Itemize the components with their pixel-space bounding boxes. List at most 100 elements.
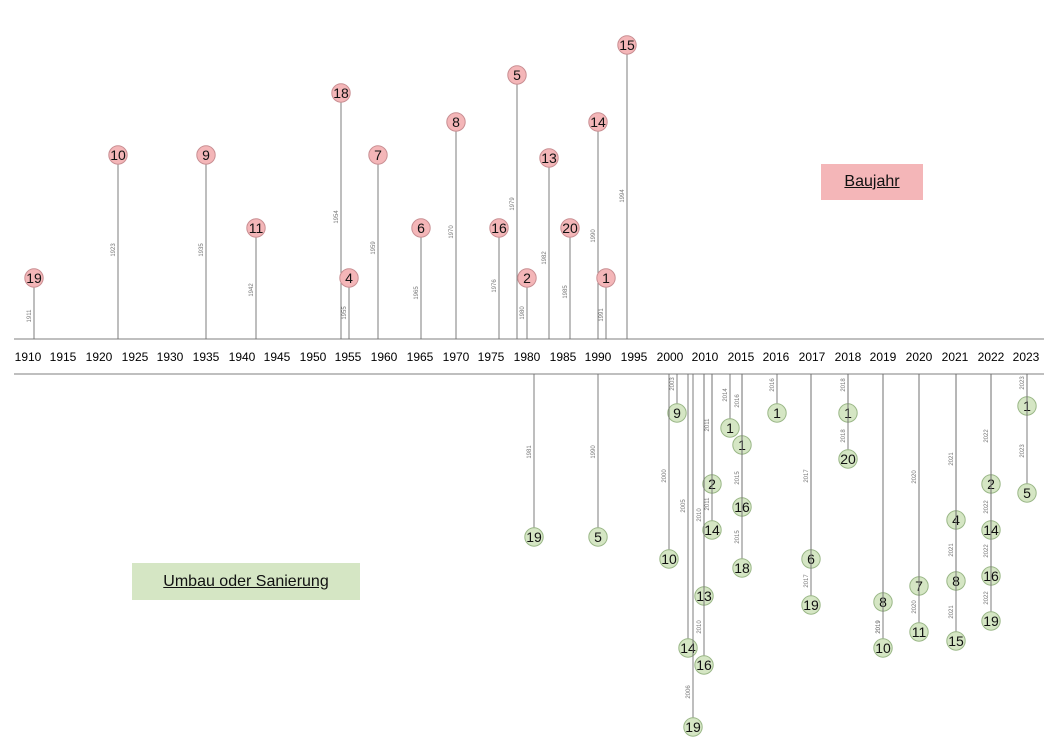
year-label: 1976 — [492, 279, 498, 293]
marker-circle — [946, 631, 966, 651]
year-label: 2011 — [705, 497, 711, 511]
marker-circle — [981, 611, 1001, 631]
marker-number: 18 — [734, 560, 750, 576]
marker-number: 1 — [726, 420, 734, 436]
marker-number: 19 — [26, 270, 42, 286]
marker-number: 9 — [673, 405, 681, 421]
year-label: 1980 — [520, 306, 526, 320]
baujahr-marker: 1982 13 — [539, 148, 559, 339]
baujahr-marker: 1942 11 — [246, 218, 266, 339]
year-label: 2016 — [770, 378, 776, 392]
umbau-marker: 2000 10 — [659, 374, 679, 569]
marker-circle — [694, 655, 714, 675]
marker-circle — [246, 218, 266, 238]
baujahr-marker: 1955 4 — [339, 268, 359, 339]
umbau-marker: 2023 5 — [1017, 374, 1037, 503]
year-label: 2003 — [670, 377, 676, 391]
umbau-marker: 2014 1 — [720, 374, 740, 438]
year-label: 2017 — [804, 574, 810, 588]
umbau-marker: 2021 15 — [946, 374, 966, 651]
year-label: 1990 — [591, 445, 597, 459]
axis-tick-label: 2015 — [728, 350, 755, 364]
marker-circle — [801, 595, 821, 615]
year-label: 1942 — [249, 283, 255, 297]
year-label: 1981 — [527, 445, 533, 459]
axis-tick-label: 1925 — [122, 350, 149, 364]
axis-tick-label: 1995 — [621, 350, 648, 364]
year-label: 2022 — [984, 429, 990, 443]
year-label: 2022 — [984, 500, 990, 514]
axis-tick-label: 2023 — [1013, 350, 1040, 364]
year-label: 2019 — [876, 620, 882, 634]
axis-ticks: 1910 1915 1920 1925 1930 1935 1940 1945 1950 1955… — [15, 350, 1040, 364]
year-label: 1982 — [542, 251, 548, 265]
year-label: 2020 — [912, 600, 918, 614]
marker-number: 19 — [803, 597, 819, 613]
baujahr-marker: 1935 9 — [196, 145, 216, 339]
marker-number: 20 — [562, 220, 578, 236]
umbau-marker: 2017 19 — [801, 374, 821, 615]
marker-number: 1 — [602, 270, 610, 286]
baujahr-marker: 1991 1 — [596, 268, 616, 339]
axis-tick-label: 2019 — [870, 350, 897, 364]
year-label: 2021 — [949, 543, 955, 557]
marker-number: 9 — [202, 147, 210, 163]
marker-circle — [196, 145, 216, 165]
marker-number: 7 — [374, 147, 382, 163]
marker-circle — [667, 403, 687, 423]
year-label: 2023 — [1020, 444, 1026, 458]
year-label: 1990 — [591, 229, 597, 243]
baujahr-marker: 1980 2 — [517, 268, 537, 339]
marker-circle — [24, 268, 44, 288]
axis-tick-label: 1915 — [50, 350, 77, 364]
marker-number: 15 — [948, 633, 964, 649]
axis-tick-label: 1980 — [514, 350, 541, 364]
umbau-marker: 2016 1 — [767, 374, 787, 423]
axis-tick-label: 1985 — [550, 350, 577, 364]
marker-circle — [108, 145, 128, 165]
marker-circle — [524, 527, 544, 547]
year-label: 2015 — [735, 471, 741, 485]
marker-number: 14 — [590, 114, 606, 130]
axis-tick-label: 2018 — [835, 350, 862, 364]
marker-number: 11 — [912, 624, 927, 640]
baujahr-marker: 1994 15 — [617, 35, 637, 339]
axis-tick-label: 2017 — [799, 350, 826, 364]
year-label: 2022 — [984, 591, 990, 605]
year-label: 2023 — [1020, 376, 1026, 390]
year-label: 1959 — [371, 241, 377, 255]
baujahr-marker: 1985 20 — [560, 218, 580, 339]
marker-number: 1 — [773, 405, 781, 421]
baujahr-marker: 1970 8 — [446, 112, 466, 339]
baujahr-marker: 1965 6 — [411, 218, 431, 339]
axis-tick-label: 1920 — [86, 350, 113, 364]
marker-circle — [588, 527, 608, 547]
axis-tick-label: 1990 — [585, 350, 612, 364]
year-label: 2017 — [804, 469, 810, 483]
baujahr-marker: 1990 14 — [588, 112, 608, 339]
marker-number: 5 — [1023, 485, 1031, 501]
marker-number: 6 — [417, 220, 425, 236]
marker-circle — [339, 268, 359, 288]
legend-baujahr: Baujahr — [821, 164, 923, 200]
marker-number: 10 — [661, 551, 677, 567]
axis-tick-label: 1960 — [371, 350, 398, 364]
marker-number: 18 — [333, 85, 349, 101]
marker-circle — [720, 418, 740, 438]
marker-circle — [446, 112, 466, 132]
marker-number: 4 — [345, 270, 353, 286]
year-label: 2016 — [735, 394, 741, 408]
year-label: 2006 — [686, 685, 692, 699]
marker-circle — [560, 218, 580, 238]
axis-tick-label: 1970 — [443, 350, 470, 364]
year-label: 1994 — [620, 189, 626, 203]
marker-circle — [507, 65, 527, 85]
marker-number: 2 — [523, 270, 531, 286]
umbau-marker: 2018 20 — [838, 374, 858, 469]
marker-number: 14 — [680, 640, 696, 656]
marker-circle — [617, 35, 637, 55]
year-label: 1985 — [563, 285, 569, 299]
legend-umbau: Umbau oder Sanierung — [132, 563, 360, 600]
year-label: 2021 — [949, 605, 955, 619]
marker-number: 8 — [452, 114, 460, 130]
